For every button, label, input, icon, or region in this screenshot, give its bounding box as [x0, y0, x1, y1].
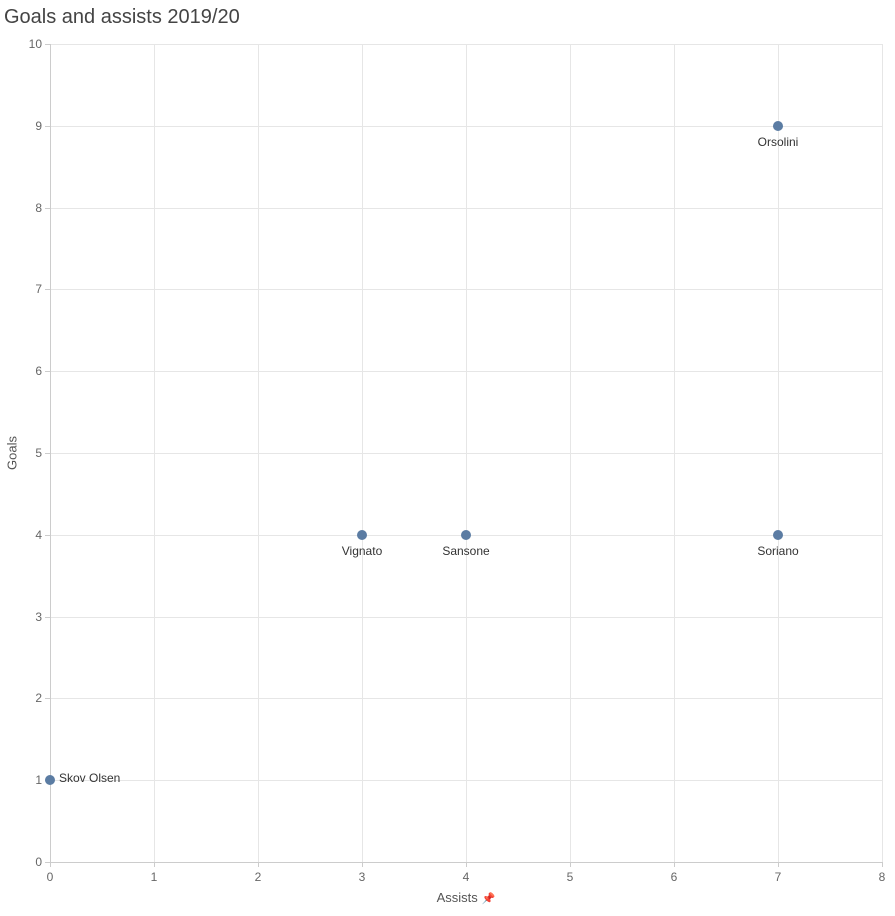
- data-point[interactable]: [357, 530, 367, 540]
- x-tick-label: 3: [359, 870, 366, 884]
- y-tick-label: 7: [22, 282, 42, 296]
- gridline-horizontal: [50, 780, 882, 781]
- y-tick-label: 6: [22, 364, 42, 378]
- data-point[interactable]: [773, 121, 783, 131]
- data-point[interactable]: [461, 530, 471, 540]
- data-point-label: Sansone: [442, 544, 489, 558]
- gridline-horizontal: [50, 453, 882, 454]
- x-axis-title: Assists 📌: [437, 890, 496, 905]
- x-axis-title-text: Assists: [437, 890, 478, 905]
- x-tick-label: 0: [47, 870, 54, 884]
- y-axis-title-text: Goals: [5, 436, 20, 470]
- x-tick-label: 4: [463, 870, 470, 884]
- data-point-label: Orsolini: [758, 135, 799, 149]
- y-tick-label: 10: [22, 37, 42, 51]
- y-tick-label: 9: [22, 119, 42, 133]
- data-point[interactable]: [773, 530, 783, 540]
- gridline-vertical: [882, 44, 883, 862]
- data-point-label: Soriano: [757, 544, 798, 558]
- x-tick-label: 2: [255, 870, 262, 884]
- data-point-label: Skov Olsen: [59, 771, 120, 785]
- gridline-horizontal: [50, 126, 882, 127]
- y-tick-label: 1: [22, 773, 42, 787]
- y-tick-label: 3: [22, 610, 42, 624]
- y-tick-label: 0: [22, 855, 42, 869]
- scatter-chart: Goals and assists 2019/20 0 1 2 3 4 5 6 7 8 0 1 2 3 4…: [0, 0, 895, 916]
- y-axis-line: [50, 44, 51, 862]
- pin-icon: 📌: [482, 893, 496, 905]
- gridline-horizontal: [50, 698, 882, 699]
- gridline-horizontal: [50, 289, 882, 290]
- y-tick-label: 8: [22, 201, 42, 215]
- y-tick-label: 4: [22, 528, 42, 542]
- data-point-label: Vignato: [342, 544, 382, 558]
- x-tick-label: 5: [567, 870, 574, 884]
- x-tick-label: 7: [775, 870, 782, 884]
- x-tick-label: 8: [879, 870, 886, 884]
- data-point[interactable]: [45, 775, 55, 785]
- y-tick-label: 2: [22, 691, 42, 705]
- x-tick-label: 6: [671, 870, 678, 884]
- gridline-horizontal: [50, 371, 882, 372]
- gridline-horizontal: [50, 617, 882, 618]
- chart-title: Goals and assists 2019/20: [4, 6, 240, 29]
- plot-area: 012345678012345678910OrsoliniSorianoSans…: [50, 44, 882, 862]
- x-tick-label: 1: [151, 870, 158, 884]
- gridline-horizontal: [50, 208, 882, 209]
- y-tick-label: 5: [22, 446, 42, 460]
- x-tick-mark: [882, 862, 883, 867]
- x-axis-line: [50, 862, 882, 863]
- y-axis-title: Goals: [5, 436, 20, 470]
- gridline-horizontal: [50, 44, 882, 45]
